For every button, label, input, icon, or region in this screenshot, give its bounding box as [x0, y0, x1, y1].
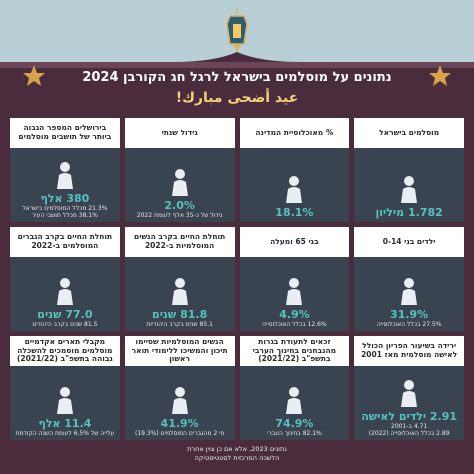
- card-heading: תוחלת החיים בקרב הגברים המוסלמים ב-2022: [10, 227, 120, 257]
- icon: [171, 386, 188, 414]
- card-body: 2.0% גידול של כ-35 אלף לעומת 2022: [125, 148, 235, 222]
- stat-card: ילדים בני 0-14 31.9% 27.5% בכלל האוכלוסייה: [354, 227, 464, 331]
- card-heading: תוחלת החיים בקרב הנשים המוסלמיות ב-2022: [124, 227, 235, 257]
- stat-card: ירידה בשיעור הפריון הכולל לאישה מוסלמית …: [354, 336, 464, 440]
- card-note: 2.89 בכלל האוכלוסייה (2022): [368, 429, 450, 437]
- icon: [171, 277, 188, 305]
- card-note: 27.5% בכלל האוכלוסייה: [376, 320, 442, 328]
- stat-card: בירושלים המספר הגבוה ביותר של תושבים מוס…: [10, 118, 120, 222]
- stat-card: תוחלת החיים בקרב הנשים המוסלמיות ב-2022 8…: [124, 227, 235, 331]
- card-heading: הנשים המוסלמיות שסיימו תיכון והמשיכו ללי…: [124, 336, 235, 366]
- title: נתונים על מוסלמים בישראל לרגל חג הקורבן …: [82, 70, 392, 85]
- icon: [56, 386, 73, 414]
- lantern: [226, 8, 248, 52]
- card-value: 74.9%: [275, 416, 314, 430]
- subtitle: عيد أضحى مبارك!: [175, 90, 299, 106]
- card-heading: בירושלים המספר הגבוה ביותר של תושבים מוס…: [10, 118, 120, 148]
- card-heading: % מאוכלוסיית המדינה: [239, 118, 350, 148]
- icon: [401, 277, 418, 305]
- card-heading: ירידה בשיעור הפריון הכולל לאישה מוסלמית …: [354, 336, 464, 366]
- card-body: 74.9% 82.1% בחינוך העברי: [240, 366, 350, 440]
- icon: [56, 161, 73, 189]
- card-grid: מוסלמים בישראל 1.782 מיליון % מאוכלוסיית ה…: [10, 118, 464, 440]
- stat-card: הנשים המוסלמיות שסיימו תיכון והמשיכו ללי…: [124, 336, 235, 440]
- card-note: 38.1% מכלל תושבי העיר: [31, 211, 98, 219]
- card-value: 77.0 שנים: [37, 307, 93, 321]
- card-note: עלייה של 6.5% לעומת השנה הקודמת: [15, 429, 115, 437]
- card-note: גידול של כ-35 אלף לעומת 2022: [136, 211, 223, 219]
- stat-card: מקבלי תארים אקדמיים מוסלמים מוסמכים להשכ…: [10, 336, 120, 440]
- card-heading: בני 65 ומעלה: [239, 227, 350, 257]
- card-value: 2.91 ילדים לאישה: [361, 409, 458, 423]
- card-body: 81.8 שנים 85.1 שנים בקרב היהודיות: [125, 257, 235, 331]
- card-note: 81.5 שנים בקרב היהודים: [32, 320, 98, 328]
- card-note: 85.1 שנים בקרב היהודיות: [146, 320, 213, 328]
- footer-line: נתונים 2023, אלא אם כן צוין אחרת: [187, 445, 287, 453]
- stat-card: גידול שנתי 2.0% גידול של כ-35 אלף לעומת 20…: [124, 118, 235, 222]
- card-note: 4.71 ב-2001: [391, 422, 428, 430]
- card-heading: מקבלי תארים אקדמיים מוסלמים מוסמכים להשכ…: [10, 336, 120, 366]
- card-heading: ילדים בני 0-14: [354, 227, 464, 257]
- card-note: פי 2 מהגברים המוסלמים (19.3%): [134, 429, 225, 437]
- stat-card: בני 65 ומעלה 4.9% 12.6% בכלל האוכלוסייה: [239, 227, 350, 331]
- card-value: 31.9%: [390, 307, 429, 321]
- card-body: 1.782 מיליון: [354, 148, 464, 222]
- card-value: 11.4 אלף: [38, 416, 92, 430]
- star-decoration: [23, 65, 45, 86]
- card-value: 1.782 מיליון: [375, 206, 443, 219]
- footer-line: הלשכה המרכזית לסטטיסטיקה: [194, 454, 280, 463]
- card-body: 31.9% 27.5% בכלל האוכלוסייה: [354, 257, 464, 331]
- stat-card: % מאוכלוסיית המדינה 18.1%: [239, 118, 350, 222]
- icon: [286, 176, 303, 203]
- card-note: 12.6% בכלל האוכלוסייה: [262, 320, 327, 328]
- icon: [401, 176, 418, 203]
- stat-card: תוחלת החיים בקרב הגברים המוסלמים ב-2022 7…: [10, 227, 120, 331]
- footer: נתונים 2023, אלא אם כן צוין אחרת הלשכה המ…: [40, 445, 434, 463]
- card-value: 41.9%: [160, 416, 199, 430]
- icon: [401, 379, 418, 407]
- card-value: 81.8 שנים: [152, 307, 208, 321]
- icon: [286, 386, 303, 414]
- card-heading: גידול שנתי: [124, 118, 235, 148]
- icon: [286, 277, 303, 305]
- stat-card: זכאים לתעודת בגרות מהנבחנים בחינוך הערבי…: [239, 336, 350, 440]
- icon: [56, 277, 73, 305]
- card-note: 21.3% מכלל המוסלמים בישראל: [22, 204, 108, 212]
- card-body: 77.0 שנים 81.5 שנים בקרב היהודים: [10, 257, 120, 331]
- card-body: 4.9% 12.6% בכלל האוכלוסייה: [240, 257, 350, 331]
- card-value: 380 אלף: [40, 191, 90, 205]
- card-body: 18.1%: [240, 148, 350, 222]
- card-body: 2.91 ילדים לאישה 4.71 ב-2001 2.89 בכלל האו…: [354, 366, 464, 440]
- card-value: 4.9%: [279, 307, 310, 321]
- card-body: 11.4 אלף עלייה של 6.5% לעומת השנה הקודמת: [10, 366, 120, 440]
- card-value: 18.1%: [275, 206, 314, 219]
- card-body: 380 אלף 21.3% מכלל המוסלמים בישראל 38.1% מ…: [10, 148, 120, 222]
- card-heading: מוסלמים בישראל: [354, 118, 464, 148]
- card-note: 82.1% בחינוך העברי: [267, 429, 322, 437]
- icon: [171, 168, 188, 196]
- card-body: 41.9% פי 2 מהגברים המוסלמים (19.3%): [125, 366, 235, 440]
- star-decoration: [429, 65, 451, 86]
- stat-card: מוסלמים בישראל 1.782 מיליון: [354, 118, 464, 222]
- card-heading: זכאים לתעודת בגרות מהנבחנים בחינוך הערבי…: [239, 336, 350, 366]
- card-value: 2.0%: [164, 198, 195, 212]
